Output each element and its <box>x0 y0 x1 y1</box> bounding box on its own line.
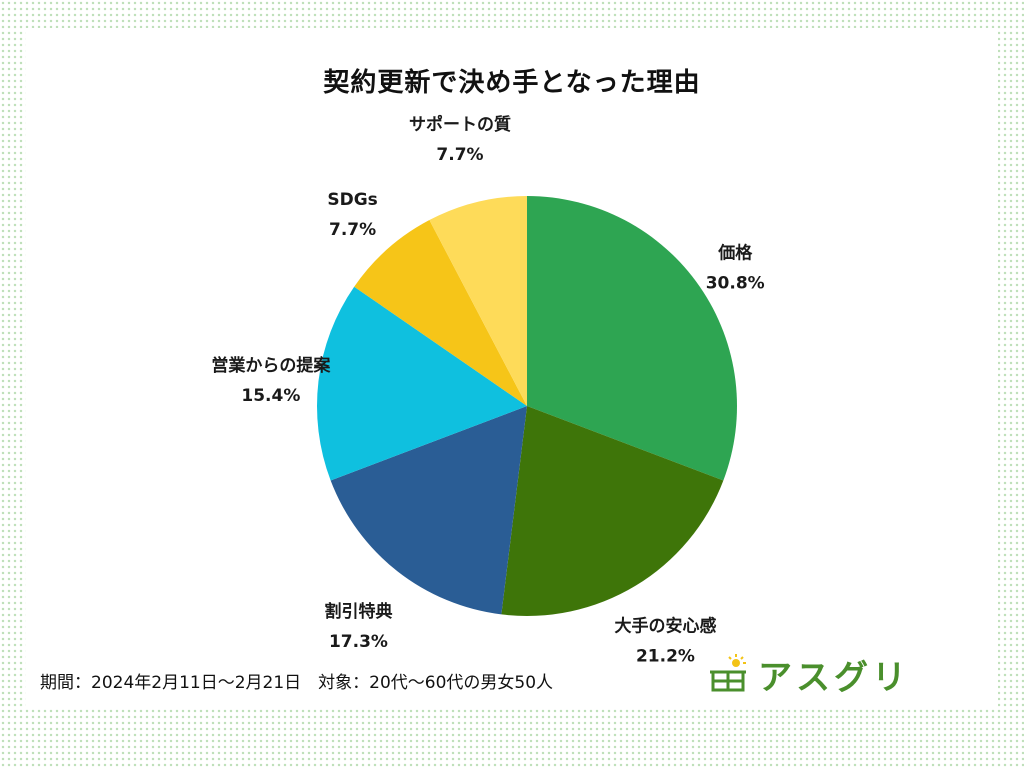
slice-value-3: 17.3% <box>329 632 388 652</box>
slice-label-6: サポートの質 <box>409 114 511 135</box>
slice-value-6: 7.7% <box>436 145 483 165</box>
slice-value-2: 21.2% <box>636 646 695 666</box>
slice-label-3: 割引特典 <box>324 601 392 622</box>
logo-house-icon <box>710 654 746 692</box>
slice-label-1: 価格 <box>717 242 753 263</box>
pie-labels: 価格 30.8% 大手の安心感 21.2% 割引特典 17.3% 営業からの提案 15.4% S… <box>211 114 764 666</box>
slice-value-4: 15.4% <box>241 386 300 406</box>
chart-title: 契約更新で決め手となった理由 <box>323 68 701 98</box>
pie-slices <box>317 196 737 617</box>
pie-slice-4 <box>317 286 527 481</box>
slice-label-5: SDGs <box>327 190 377 210</box>
pie-slice-2 <box>501 406 724 617</box>
slice-label-2: 大手の安心感 <box>614 615 716 636</box>
pie-slice-6 <box>429 196 527 406</box>
slice-value-1: 30.8% <box>706 273 765 293</box>
pie-slice-1 <box>527 196 737 481</box>
slice-label-4: 営業からの提案 <box>211 355 331 376</box>
asuguri-logo: アスグリ <box>708 650 910 698</box>
pie-slice-3 <box>330 406 527 615</box>
logo-sun <box>728 654 746 667</box>
pie-slice-5 <box>354 220 527 406</box>
logo-text: アスグリ <box>758 657 910 698</box>
logo-frame <box>710 670 746 692</box>
slice-value-5: 7.7% <box>329 220 376 240</box>
survey-footnote: 期間：2024年2月11日～2月21日 対象：20代～60代の男女50人 <box>40 673 554 693</box>
